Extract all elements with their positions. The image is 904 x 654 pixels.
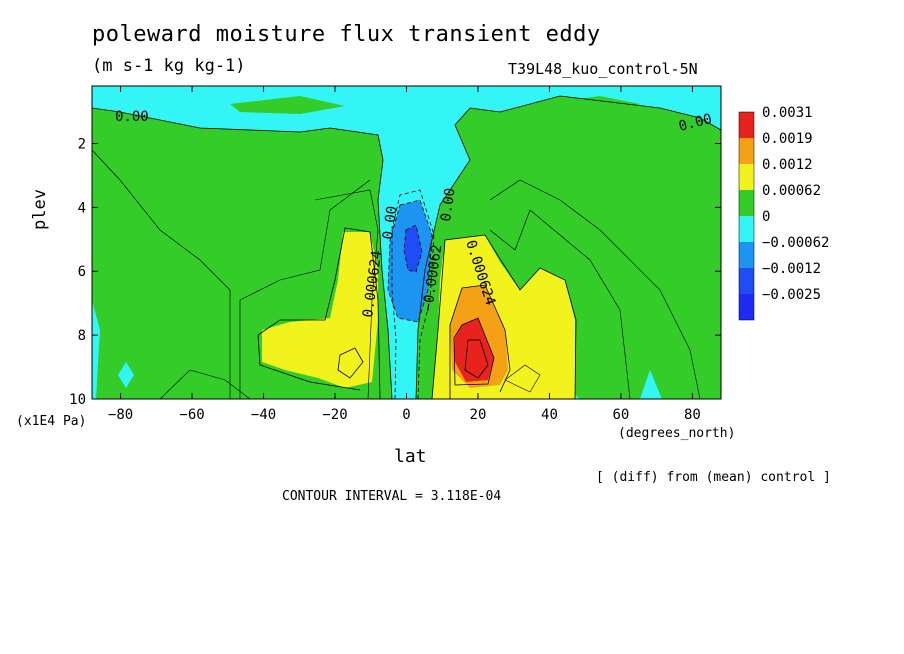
- colorbar-label: 0: [762, 209, 770, 225]
- dataset-label: T39L48_kuo_control-5N: [508, 60, 698, 78]
- field-region-left-negative: [92, 300, 100, 399]
- y-axis-ticks: 2 4 6 8 10: [69, 136, 721, 408]
- contour-label: 0.00: [677, 111, 714, 135]
- colorbar-swatch: [739, 112, 754, 138]
- field-region-core-negative: [404, 225, 422, 272]
- diff-note: [ (diff) from (mean) control ]: [596, 470, 831, 485]
- colorbar-label: −0.00062: [762, 235, 829, 251]
- x-tick-label: −20: [322, 407, 347, 423]
- x-tick-label: 20: [470, 407, 487, 423]
- y-tick-label: 8: [78, 328, 86, 344]
- chart-title: poleward moisture flux transient eddy: [92, 22, 601, 47]
- chart-units: (m s-1 kg kg-1): [92, 56, 246, 76]
- x-tick-label: −80: [108, 407, 133, 423]
- contour-interval: CONTOUR INTERVAL = 3.118E-04: [282, 489, 502, 504]
- x-tick-label: −40: [251, 407, 276, 423]
- field-region-left-positive: [262, 232, 378, 388]
- y-axis-unit: (x1E4 Pa): [16, 414, 87, 429]
- x-tick-label: 40: [541, 407, 558, 423]
- colorbar-swatch: [739, 138, 754, 164]
- colorbar-swatch: [739, 190, 754, 216]
- colorbar-label: 0.0031: [762, 105, 813, 121]
- x-axis-ticks: −80 −60 −40 −20 0 20 40 60 80: [108, 86, 701, 423]
- colorbar-frame: [738, 111, 755, 321]
- contour-fill-layer: [92, 86, 721, 399]
- colorbar-label: 0.0012: [762, 157, 813, 173]
- field-region-top-patch2: [540, 96, 640, 118]
- field-region-top-patch: [230, 96, 345, 114]
- colorbar-label: −0.0025: [762, 287, 821, 303]
- y-tick-label: 2: [78, 136, 86, 152]
- colorbar-label: 0.0019: [762, 131, 813, 147]
- x-axis-unit: (degrees_north): [618, 426, 736, 441]
- contour-label: 0.00: [115, 109, 149, 125]
- y-tick-label: 10: [69, 392, 86, 408]
- y-tick-label: 4: [78, 200, 86, 216]
- colorbar-label: 0.00062: [762, 183, 821, 199]
- colorbar-swatch: [739, 268, 754, 294]
- field-region-bottom-negative: [640, 370, 662, 399]
- x-tick-label: −60: [179, 407, 204, 423]
- colorbar-label: −0.0012: [762, 261, 821, 277]
- colorbar-swatch: [739, 216, 754, 242]
- colorbar-swatch: [739, 294, 754, 320]
- y-tick-label: 6: [78, 264, 86, 280]
- x-tick-label: 80: [684, 407, 701, 423]
- colorbar-swatch: [739, 164, 754, 190]
- contour-label: 0.00: [438, 187, 459, 223]
- colorbar: 0.0031 0.0019 0.0012 0.00062 0 −0.00062 −0.001…: [738, 105, 829, 321]
- x-tick-label: 0: [402, 407, 410, 423]
- x-tick-label: 60: [613, 407, 630, 423]
- x-axis-label: lat: [394, 446, 427, 467]
- contour-label: 0.00: [380, 205, 401, 241]
- colorbar-swatch: [739, 242, 754, 268]
- field-region-blip-negative: [118, 362, 134, 388]
